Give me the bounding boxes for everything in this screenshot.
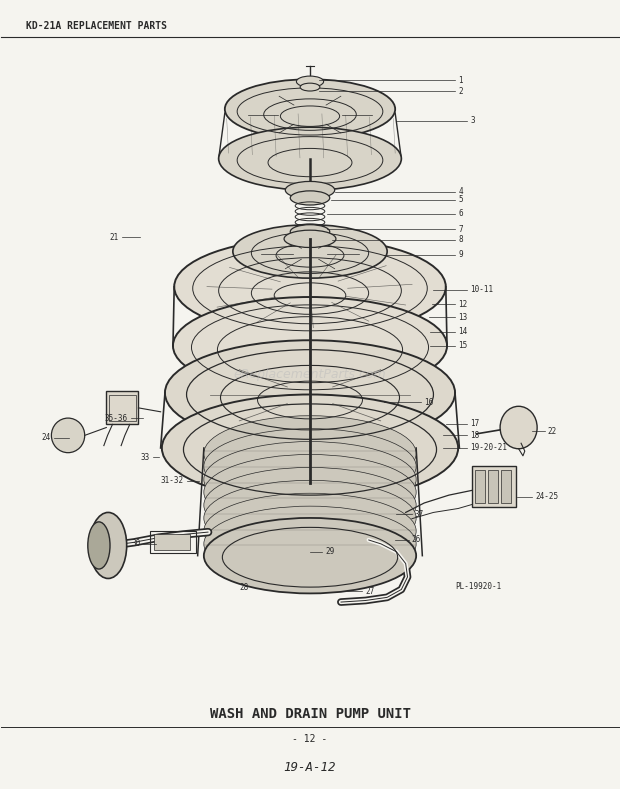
- Ellipse shape: [165, 340, 455, 446]
- Text: 10-11: 10-11: [471, 286, 494, 294]
- Text: eReplacementParts.com: eReplacementParts.com: [234, 368, 386, 381]
- Ellipse shape: [225, 79, 395, 139]
- Text: 3: 3: [471, 117, 475, 125]
- Text: - 12 -: - 12 -: [293, 734, 327, 744]
- Text: KD-21A REPLACEMENT PARTS: KD-21A REPLACEMENT PARTS: [26, 21, 167, 31]
- Text: 8: 8: [458, 235, 463, 244]
- Text: 29: 29: [326, 548, 335, 556]
- Bar: [488, 470, 498, 503]
- Bar: [106, 391, 138, 424]
- Text: 21: 21: [109, 233, 118, 241]
- Ellipse shape: [204, 442, 416, 517]
- Ellipse shape: [500, 406, 537, 449]
- Text: 35-36: 35-36: [105, 413, 128, 423]
- Ellipse shape: [296, 76, 324, 87]
- Text: 33: 33: [140, 453, 149, 462]
- Text: 27: 27: [366, 586, 375, 596]
- Text: 5: 5: [458, 195, 463, 204]
- Ellipse shape: [300, 83, 320, 91]
- Text: 16: 16: [424, 398, 433, 407]
- Ellipse shape: [284, 230, 336, 248]
- Text: 7: 7: [458, 225, 463, 234]
- Ellipse shape: [204, 481, 416, 555]
- Text: 19-A-12: 19-A-12: [284, 761, 336, 775]
- Text: 9: 9: [458, 250, 463, 259]
- Text: 24: 24: [42, 433, 51, 443]
- Ellipse shape: [204, 493, 416, 569]
- Text: 17: 17: [471, 419, 480, 428]
- Text: 12: 12: [458, 300, 467, 308]
- Ellipse shape: [204, 507, 416, 581]
- Text: 4: 4: [458, 187, 463, 196]
- Text: 1: 1: [458, 76, 463, 84]
- Text: PL-19920-1: PL-19920-1: [455, 581, 502, 591]
- Text: 2: 2: [458, 87, 463, 95]
- Text: 24-25: 24-25: [535, 492, 559, 501]
- Ellipse shape: [219, 127, 401, 190]
- Ellipse shape: [204, 467, 416, 543]
- Ellipse shape: [204, 416, 416, 492]
- Bar: [108, 394, 136, 421]
- Text: 30: 30: [131, 540, 140, 548]
- Ellipse shape: [290, 191, 330, 205]
- Bar: [475, 470, 485, 503]
- Ellipse shape: [88, 522, 110, 569]
- Ellipse shape: [290, 225, 330, 239]
- Ellipse shape: [233, 225, 387, 279]
- Text: 15: 15: [458, 342, 467, 350]
- Text: 31-32: 31-32: [161, 477, 184, 485]
- Bar: [154, 534, 190, 550]
- Text: 37: 37: [415, 510, 424, 518]
- Text: 13: 13: [458, 313, 467, 322]
- Bar: [149, 531, 196, 553]
- Ellipse shape: [162, 394, 458, 502]
- Ellipse shape: [204, 454, 416, 530]
- Text: 22: 22: [547, 427, 557, 436]
- Text: 14: 14: [458, 327, 467, 336]
- Text: 28: 28: [239, 582, 248, 592]
- Text: WASH AND DRAIN PUMP UNIT: WASH AND DRAIN PUMP UNIT: [210, 708, 410, 721]
- Bar: [501, 470, 511, 503]
- Text: 26: 26: [412, 536, 421, 544]
- Bar: [472, 466, 516, 507]
- Text: 6: 6: [458, 209, 463, 219]
- Ellipse shape: [204, 428, 416, 504]
- Ellipse shape: [285, 181, 335, 199]
- Ellipse shape: [174, 238, 446, 335]
- Text: 19-20-21: 19-20-21: [471, 443, 508, 452]
- Ellipse shape: [90, 512, 126, 578]
- Ellipse shape: [51, 418, 85, 453]
- Text: 18: 18: [471, 431, 480, 440]
- Ellipse shape: [204, 518, 416, 593]
- Ellipse shape: [173, 297, 447, 394]
